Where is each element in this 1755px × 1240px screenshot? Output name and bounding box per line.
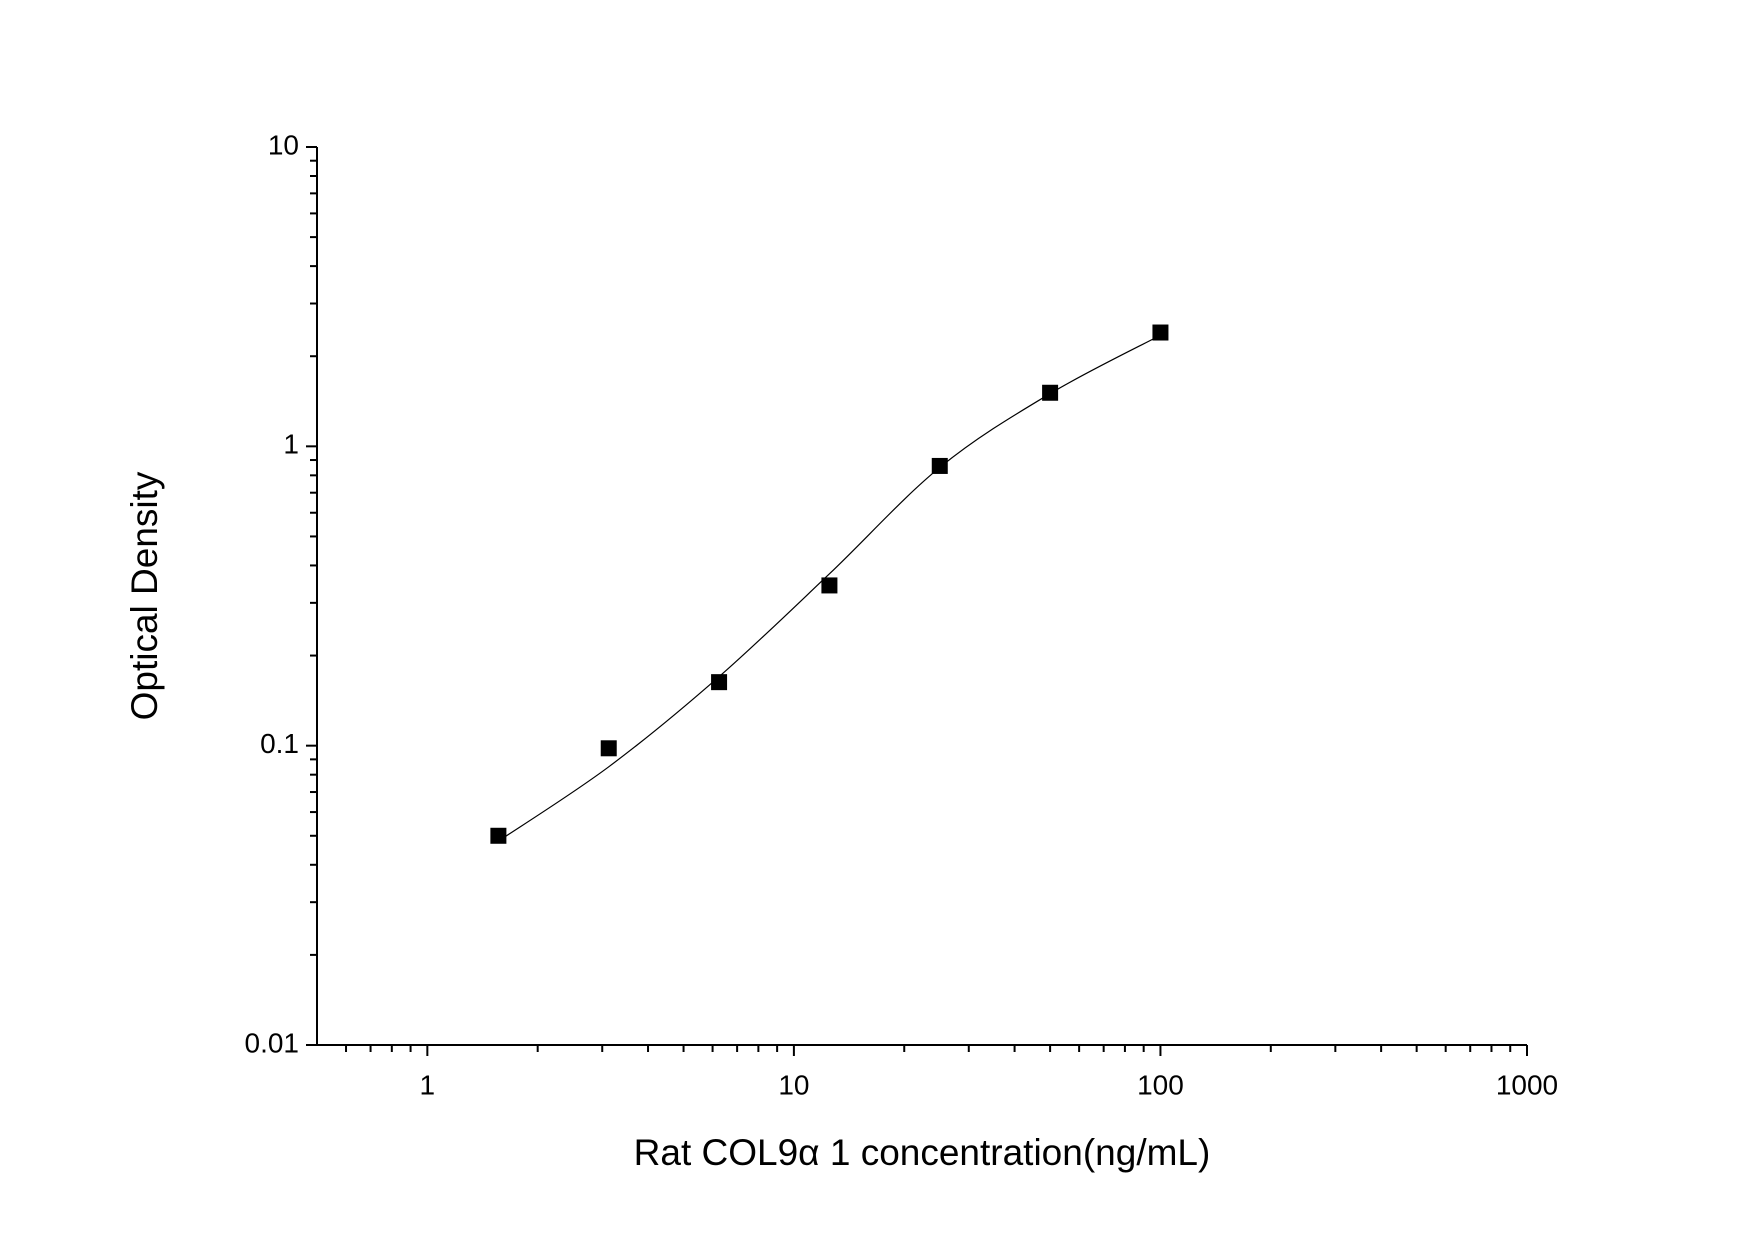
data-point (711, 674, 728, 691)
data-point (1152, 324, 1169, 341)
data-point (1042, 384, 1059, 401)
x-tick-label: 1 (420, 1069, 436, 1100)
x-tick-label: 10 (778, 1069, 809, 1100)
x-axis-label: Rat COL9α 1 concentration(ng/mL) (634, 1132, 1211, 1173)
y-tick-label: 10 (268, 129, 299, 160)
y-tick-label: 0.1 (260, 728, 299, 759)
y-tick-label: 0.01 (245, 1027, 300, 1058)
y-tick-label: 1 (283, 429, 299, 460)
data-point (490, 827, 507, 844)
data-point (821, 577, 838, 594)
data-point (931, 457, 948, 474)
x-tick-label: 100 (1137, 1069, 1184, 1100)
y-axis-label: Optical Density (124, 471, 165, 720)
x-tick-label: 1000 (1496, 1069, 1558, 1100)
data-point (600, 740, 617, 757)
